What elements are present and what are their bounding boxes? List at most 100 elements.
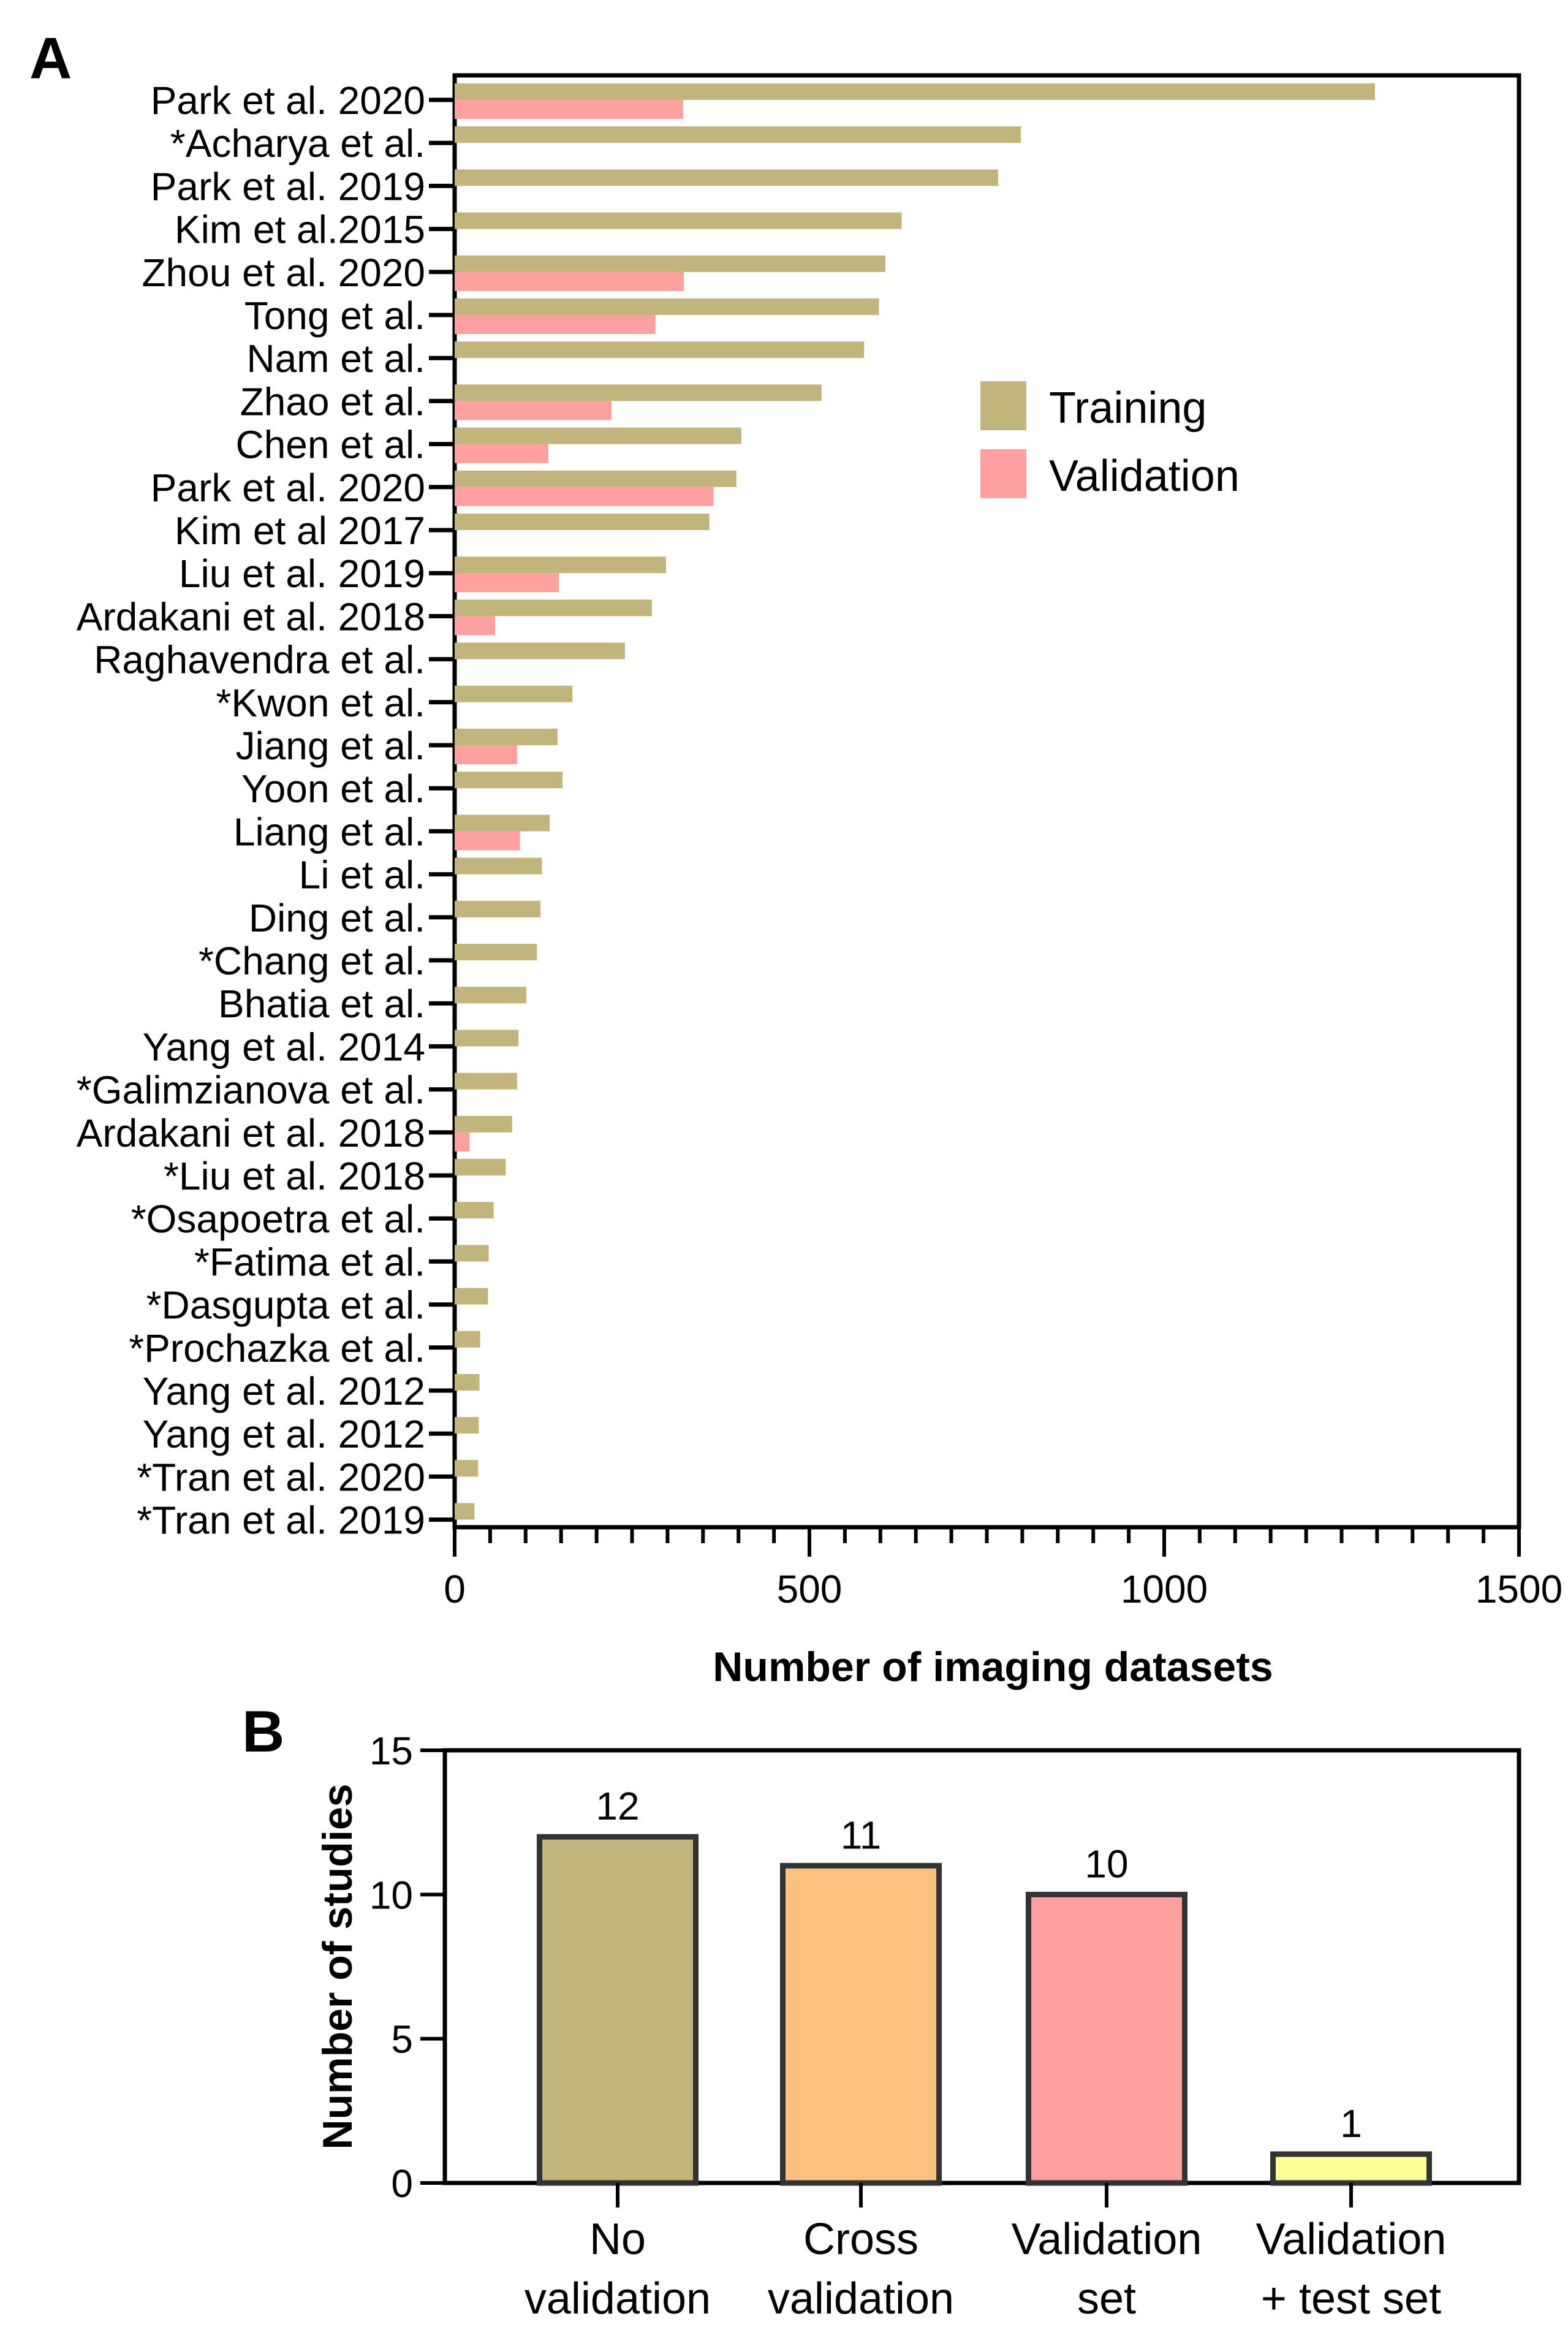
plot-frame <box>442 1748 1521 2185</box>
y-axis-title: Number of studies <box>314 1784 361 2150</box>
training-bar <box>455 1159 506 1175</box>
category-label: Jiang et al. <box>235 724 425 768</box>
training-bar <box>455 685 573 702</box>
validation-bar <box>455 444 548 463</box>
validation-bar <box>455 271 684 291</box>
training-bar <box>455 1115 512 1133</box>
category-label: Raghavendra et al. <box>94 638 425 682</box>
study-bar <box>1270 2151 1432 2186</box>
category-label: Kim et al.2015 <box>175 208 425 252</box>
training-bar <box>455 1072 517 1090</box>
category-label: *Kwon et al. <box>216 681 425 725</box>
x-axis-title: Number of imaging datasets <box>713 1644 1273 1690</box>
bar-value-label: 11 <box>841 1813 881 1857</box>
training-bar <box>455 1288 488 1305</box>
category-label-line2: + test set <box>1261 2274 1441 2323</box>
category-label: Bhatia et al. <box>218 982 425 1026</box>
validation-bar <box>455 315 656 334</box>
training-bar <box>455 126 1021 143</box>
validation-bar <box>455 616 496 636</box>
panel-b-letter: B <box>242 1699 284 1764</box>
training-bar <box>455 729 558 745</box>
study-bar <box>537 1834 699 2186</box>
x-tick-label: 1500 <box>1475 1567 1562 1611</box>
category-label: *Chang et al. <box>199 939 425 983</box>
training-bar <box>455 514 710 530</box>
training-bar <box>455 212 902 229</box>
category-label: *Fatima et al. <box>194 1240 425 1284</box>
category-label-line1: Cross <box>803 2215 918 2264</box>
plot-frame <box>452 73 1521 1530</box>
training-bar <box>455 470 737 487</box>
training-bar <box>455 1417 479 1434</box>
category-label: Park et al. 2020 <box>151 78 425 123</box>
category-label: *Prochazka et al. <box>129 1326 425 1370</box>
training-bar <box>455 427 741 444</box>
y-tick-label: 10 <box>369 1873 413 1917</box>
training-bar <box>455 1460 479 1477</box>
category-label: *Osapoetra et al. <box>131 1197 425 1241</box>
training-bar <box>455 944 537 960</box>
training-bar <box>455 556 667 574</box>
validation-bar <box>455 487 714 506</box>
panel-a-letter: A <box>29 26 72 91</box>
training-bar <box>455 642 625 659</box>
legend-swatch-training <box>980 381 1026 430</box>
legend-label-validation: Validation <box>1049 452 1240 501</box>
training-bar <box>455 1030 519 1047</box>
validation-bar <box>455 745 517 764</box>
category-label-line2: set <box>1077 2274 1136 2323</box>
training-bar <box>455 857 542 875</box>
category-label-line2: validation <box>525 2274 711 2323</box>
category-label: *Liu et al. 2018 <box>164 1154 425 1198</box>
x-tick-label: 1000 <box>1121 1567 1208 1611</box>
x-tick-label: 500 <box>777 1567 843 1611</box>
training-bar <box>455 900 541 917</box>
category-label: Tong et al. <box>244 294 425 338</box>
category-label-line1: Validation <box>1012 2215 1202 2264</box>
training-bar <box>455 341 865 359</box>
category-label: *Galimzianova et al. <box>77 1068 425 1112</box>
category-label-line1: Validation <box>1256 2215 1447 2264</box>
training-bar <box>455 169 999 186</box>
training-bar <box>455 987 526 1004</box>
category-label: Liu et al. 2019 <box>179 552 425 596</box>
category-label: Li et al. <box>299 853 425 897</box>
training-bar <box>455 772 563 789</box>
training-bar <box>455 814 550 832</box>
category-label: Yang et al. 2012 <box>143 1369 425 1413</box>
training-bar <box>455 83 1375 100</box>
category-label: Chen et al. <box>235 423 425 467</box>
training-bar <box>455 384 822 401</box>
legend-swatch-validation <box>980 449 1026 498</box>
category-label: Nam et al. <box>246 336 425 381</box>
validation-bar <box>455 401 612 420</box>
y-tick-label: 5 <box>391 2018 413 2062</box>
x-tick-label: 0 <box>444 1567 466 1611</box>
training-bar <box>455 599 652 617</box>
category-label: Zhou et al. 2020 <box>142 251 425 295</box>
category-label: Ardakani et al. 2018 <box>77 594 425 639</box>
bar-value-label: 1 <box>1340 2101 1362 2146</box>
training-bar <box>455 1202 494 1219</box>
category-label-line1: No <box>589 2215 646 2264</box>
validation-bar <box>455 831 520 851</box>
validation-bar <box>455 573 559 593</box>
category-label: Liang et al. <box>233 810 425 854</box>
category-label-line2: validation <box>768 2274 954 2323</box>
y-tick-label: 15 <box>369 1729 413 1773</box>
validation-bar <box>455 100 683 119</box>
training-bar <box>455 255 885 272</box>
training-bar <box>455 298 879 315</box>
category-label: Yang et al. 2014 <box>143 1025 425 1069</box>
study-bar <box>780 1862 942 2186</box>
category-label: *Acharya et al. <box>170 121 425 165</box>
y-tick-label: 0 <box>391 2162 413 2206</box>
category-label: Zhao et al. <box>240 379 425 423</box>
bar-value-label: 10 <box>1085 1842 1128 1886</box>
category-label: Ardakani et al. 2018 <box>77 1111 425 1155</box>
category-label: *Dasgupta et al. <box>146 1283 425 1327</box>
validation-bar <box>455 1132 470 1152</box>
